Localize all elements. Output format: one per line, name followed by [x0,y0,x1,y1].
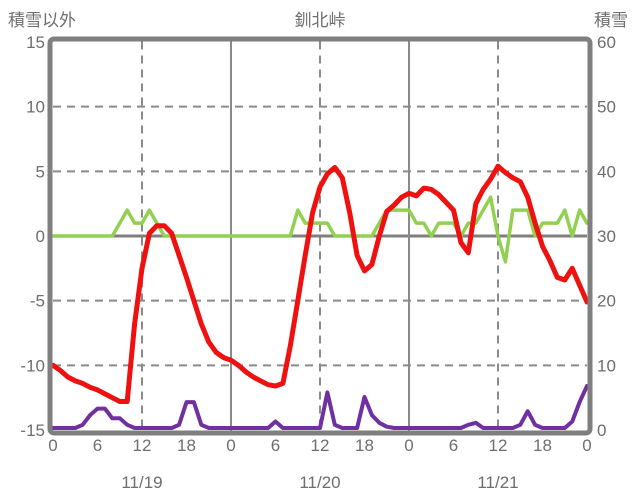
right-axis-tick-label: 60 [597,33,616,52]
left-axis-title: 積雪以外 [8,11,76,30]
right-axis-tick-label: 30 [597,227,616,246]
right-axis-tick-label: 0 [597,421,606,440]
left-axis-tick-label: -15 [20,421,45,440]
chart-title: 釧北峠 [295,11,346,30]
hour-tick-label: 12 [133,436,152,455]
hour-tick-label: 18 [177,436,196,455]
hour-tick-label: 6 [449,436,458,455]
right-axis-tick-label: 20 [597,292,616,311]
purple-line [51,384,589,430]
hour-tick-label: 6 [271,436,280,455]
green-line [51,195,589,264]
red-line [50,163,590,404]
plot-frame [47,36,593,436]
right-axis-tick-label: 50 [597,98,616,117]
hour-tick-label: 18 [355,436,374,455]
gridlines [53,41,587,431]
left-axis-tick-label: 0 [36,227,45,246]
left-axis-tick-label: -10 [20,356,45,375]
right-axis-tick-label: 40 [597,162,616,181]
data-series [50,163,590,430]
hour-tick-label: 0 [582,436,591,455]
hour-tick-label: 12 [311,436,330,455]
left-axis-tick-label: 15 [26,33,45,52]
date-label: 11/20 [299,473,340,492]
date-label: 11/19 [121,473,162,492]
right-axis-title: 積雪 [594,11,628,30]
left-axis-tick-label: -5 [30,292,45,311]
hour-tick-label: 6 [93,436,102,455]
right-axis-tick-label: 10 [597,356,616,375]
left-axis-tick-label: 5 [36,162,45,181]
date-label: 11/21 [477,473,518,492]
hour-tick-label: 0 [404,436,413,455]
hour-tick-label: 0 [48,436,57,455]
hour-tick-label: 0 [226,436,235,455]
left-axis-tick-label: 10 [26,98,45,117]
hour-tick-label: 12 [489,436,508,455]
hour-tick-label: 18 [533,436,552,455]
